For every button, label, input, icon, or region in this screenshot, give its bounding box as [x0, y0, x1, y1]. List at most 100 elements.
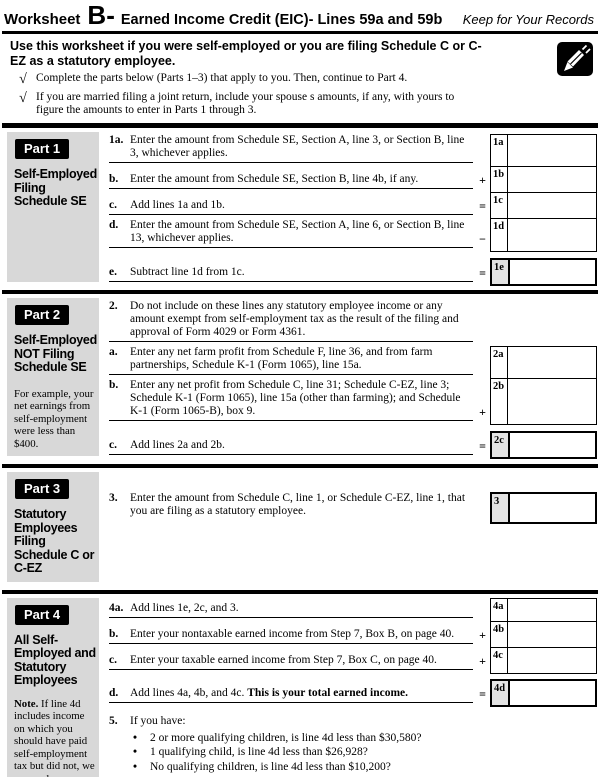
- part-2-section: Part 2 Self-Employed NOT Filing Schedule…: [2, 294, 598, 468]
- part-4-badge: Part 4: [15, 604, 70, 625]
- row-1d: d. Enter the amount from Schedule SE, Sec…: [109, 219, 597, 252]
- row-4b: b. Enter your nontaxable earned income fr…: [109, 621, 597, 648]
- part-3-title: Statutory Employees Filing Schedule C or…: [14, 507, 95, 575]
- operator: −: [479, 232, 486, 246]
- line-text: Enter the amount from Schedule SE, Secti…: [130, 219, 465, 244]
- amount-box-2b: 2b: [490, 379, 597, 425]
- row-1b: b. Enter the amount from Schedule SE, Sec…: [109, 167, 597, 193]
- box-label: 1a: [491, 135, 508, 166]
- line-number: c.: [109, 653, 117, 666]
- line-number: b.: [109, 627, 119, 640]
- box-label: 1e: [492, 260, 510, 284]
- amount-input-4d[interactable]: [510, 681, 595, 705]
- line-number: d.: [109, 219, 119, 231]
- operator: +: [479, 405, 486, 419]
- keep-for-records-note: Keep for Your Records: [462, 12, 594, 27]
- intro-instructions: Use this worksheet if you were self-empl…: [2, 34, 598, 128]
- amount-input-2c[interactable]: [510, 433, 595, 457]
- operator: +: [479, 173, 486, 187]
- line-text: Enter your nontaxable earned income from…: [130, 627, 455, 640]
- line-number: d.: [109, 686, 119, 699]
- part-3-sidebar: Part 3 Statutory Employees Filing Schedu…: [7, 472, 99, 582]
- part-1-title: Self-Employed Filing Schedule SE: [14, 167, 97, 208]
- amount-box-2c: 2c: [490, 431, 597, 459]
- row-1c: c. Add lines 1a and 1b. = 1c: [109, 193, 597, 219]
- line-number: 3.: [109, 492, 118, 504]
- bullet-icon: •: [133, 760, 138, 773]
- row-2a: a. Enter any net farm profit from Schedul…: [109, 346, 597, 379]
- row-4c: c. Enter your taxable earned income from …: [109, 647, 597, 674]
- box-label: 4a: [491, 598, 508, 621]
- amount-box-4b: 4b: [490, 621, 597, 648]
- line-number: b.: [109, 379, 119, 391]
- line-number: c.: [109, 199, 117, 211]
- line-number: e.: [109, 266, 117, 278]
- amount-box-1a: 1a: [490, 134, 597, 167]
- part-1-sidebar: Part 1 Self-Employed Filing Schedule SE: [7, 132, 99, 282]
- line-text: Enter any net farm profit from Schedule …: [130, 346, 433, 371]
- amount-input-2b[interactable]: [508, 379, 596, 424]
- box-label: 1b: [491, 167, 508, 192]
- bullet-icon: •: [133, 746, 138, 758]
- row-2-intro: 2. Do not include on these lines any stat…: [109, 300, 597, 346]
- amount-input-1c[interactable]: [508, 193, 596, 218]
- line-number: c.: [109, 439, 117, 451]
- amount-box-1d: 1d: [490, 219, 597, 252]
- row-4d: d. Add lines 4a, 4b, and 4c. This is your…: [109, 678, 597, 707]
- box-label: 4c: [491, 647, 508, 673]
- amount-input-1e[interactable]: [510, 260, 595, 284]
- row-3: 3. Enter the amount from Schedule C, line…: [109, 492, 597, 524]
- line-number: a.: [109, 346, 118, 358]
- page-title: Earned Income Credit (EIC)- Lines 59a an…: [120, 12, 443, 28]
- intro-check-item: √ Complete the parts below (Parts 1–3) t…: [10, 72, 550, 88]
- line-text: Enter your taxable earned income from St…: [130, 653, 437, 666]
- amount-input-4c[interactable]: [508, 648, 596, 673]
- row-2c: c. Add lines 2a and 2b. = 2c: [109, 431, 597, 459]
- part-4-sidebar: Part 4 All Self-Employed and Statutory E…: [7, 597, 99, 777]
- amount-input-3[interactable]: [510, 494, 595, 522]
- amount-box-2a: 2a: [490, 346, 597, 379]
- intro-lead: Use this worksheet if you were self-empl…: [10, 39, 482, 68]
- operator: =: [479, 266, 486, 280]
- part-1-badge: Part 1: [15, 139, 70, 159]
- amount-input-1a[interactable]: [508, 135, 596, 166]
- bullet-item: • 2 or more qualifying children, is line …: [133, 731, 422, 744]
- box-label: 2a: [491, 347, 508, 378]
- line-text: Add lines 1a and 1b.: [130, 199, 225, 211]
- part-2-badge: Part 2: [15, 305, 70, 325]
- line-number: 2.: [109, 300, 118, 312]
- amount-box-1e: 1e: [490, 258, 597, 286]
- bullet-icon: •: [133, 731, 138, 744]
- operator: +: [479, 653, 486, 668]
- pencil-icon: [556, 41, 594, 82]
- box-label: 1c: [491, 193, 508, 218]
- worksheet-letter: B-: [87, 0, 115, 30]
- box-label: 1d: [491, 219, 508, 251]
- row-1e: e. Subtract line 1d from 1c. = 1e: [109, 258, 597, 286]
- amount-input-1d[interactable]: [508, 219, 596, 251]
- part-1-section: Part 1 Self-Employed Filing Schedule SE …: [2, 128, 598, 294]
- line-text: Do not include on these lines any statut…: [130, 300, 459, 338]
- line-text: Enter the amount from Schedule SE, Secti…: [130, 173, 419, 185]
- line-text: Add lines 1e, 2c, and 3.: [130, 601, 239, 614]
- operator: =: [479, 686, 486, 701]
- row-1a: 1a. Enter the amount from Schedule SE, Se…: [109, 134, 597, 167]
- amount-box-4a: 4a: [490, 597, 597, 622]
- part-2-note: For example, your net earnings from self…: [14, 387, 94, 450]
- amount-input-4b[interactable]: [508, 622, 596, 647]
- box-label: 2c: [492, 433, 510, 457]
- line-number: b.: [109, 173, 119, 185]
- line-text: Enter the amount from Schedule SE, Secti…: [130, 134, 465, 159]
- amount-input-1b[interactable]: [508, 167, 596, 192]
- line-number: 5.: [109, 714, 118, 727]
- line-text: Subtract line 1d from 1c.: [130, 266, 245, 278]
- checkmark-icon: √: [19, 91, 27, 106]
- part-2-sidebar: Part 2 Self-Employed NOT Filing Schedule…: [7, 298, 99, 456]
- question-5: 5. If you have: • 2 or more qualifying chi…: [109, 714, 597, 777]
- part-4-section: Part 4 All Self-Employed and Statutory E…: [2, 594, 598, 777]
- line-text: Add lines 4a, 4b, and 4c.: [130, 686, 248, 699]
- bullet-item: • 1 qualifying child, is line 4d less tha…: [133, 746, 368, 758]
- amount-box-1b: 1b: [490, 167, 597, 193]
- amount-input-4a[interactable]: [508, 599, 596, 621]
- amount-input-2a[interactable]: [508, 347, 596, 378]
